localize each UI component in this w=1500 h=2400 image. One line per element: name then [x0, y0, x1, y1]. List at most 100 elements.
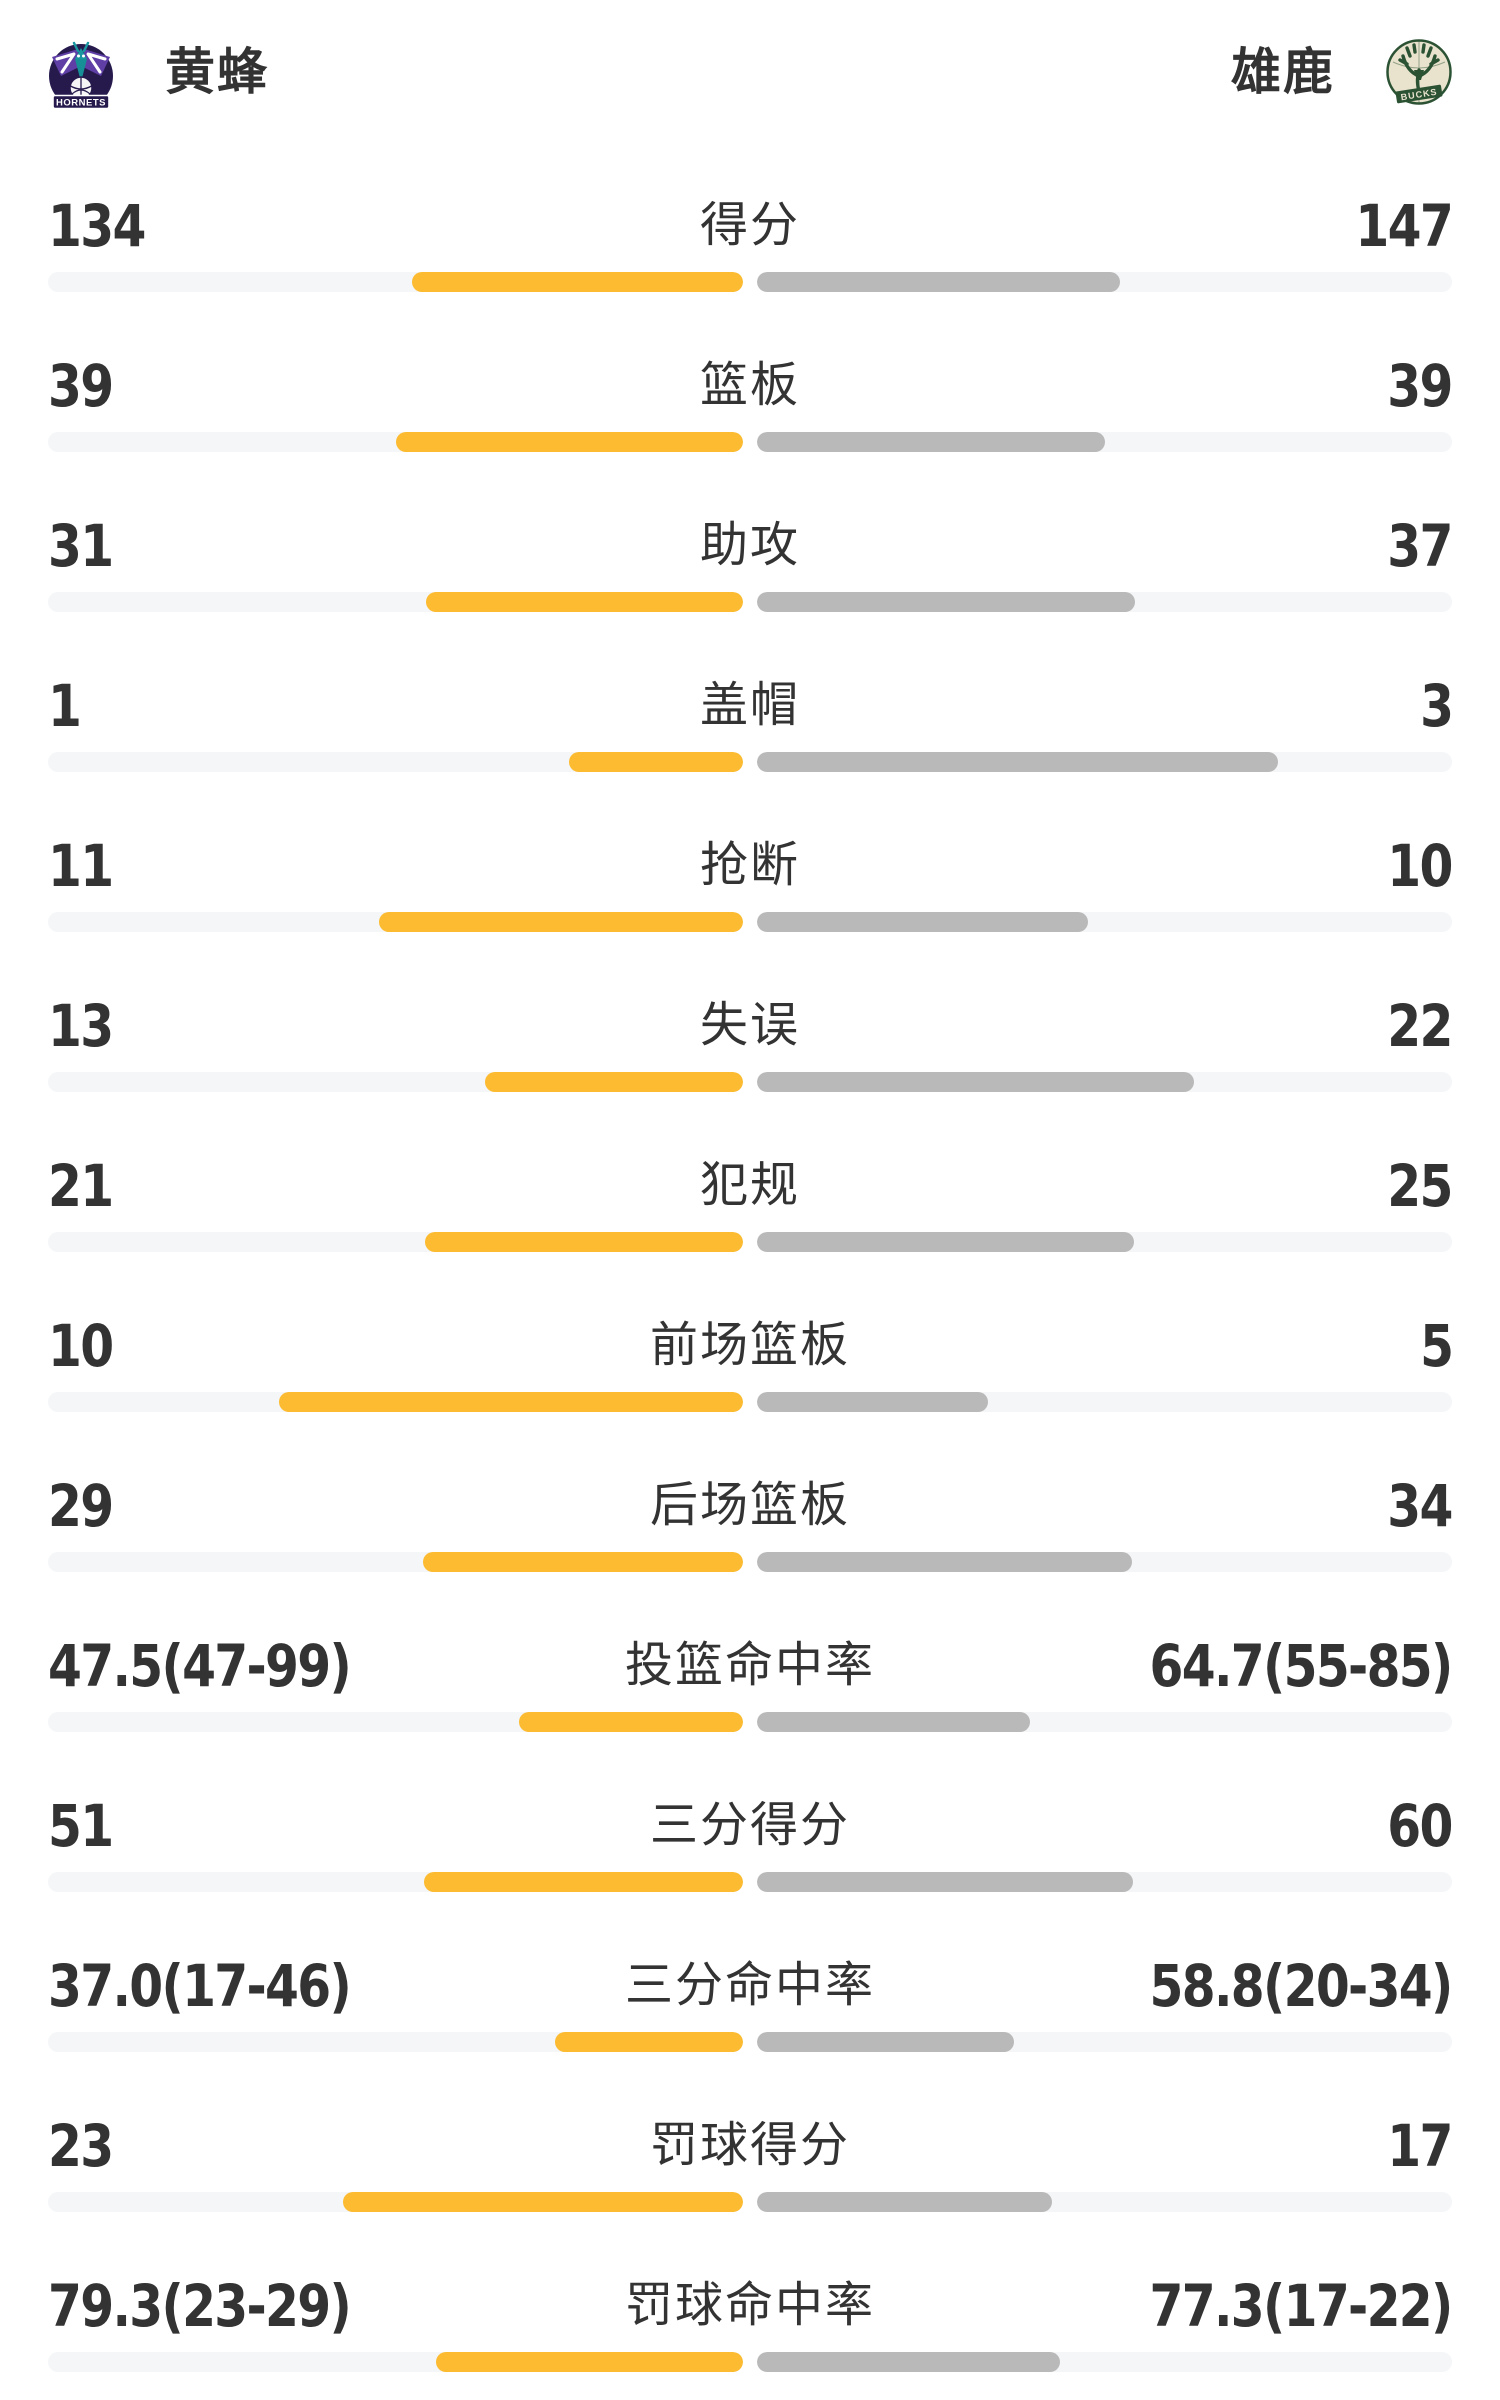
stat-name: 罚球命中率 — [624, 2279, 875, 2332]
left-bar-track — [48, 752, 743, 772]
right-team-value: 60 — [1387, 1792, 1454, 1860]
comparison-bar — [48, 752, 1452, 772]
left-team-value: 10 — [48, 1312, 114, 1380]
comparison-bar — [48, 912, 1452, 932]
stat-row: 79.3(23-29) 罚球命中率 77.3(17-22) — [0, 2226, 1500, 2386]
stat-row: 39 篮板 39 — [0, 306, 1500, 466]
right-team-value: 77.3(17-22) — [1149, 2272, 1454, 2340]
right-bar-track — [757, 1712, 1452, 1732]
stat-values-line: 29 后场篮板 34 — [48, 1472, 1454, 1540]
team-right-name: 雄鹿 — [1231, 44, 1335, 100]
left-team-value: 13 — [48, 992, 114, 1060]
right-team-value: 34 — [1387, 1472, 1454, 1540]
right-bar-track — [757, 432, 1452, 452]
team-left-name: 黄蜂 — [165, 44, 269, 100]
stat-row: 51 三分得分 60 — [0, 1746, 1500, 1906]
comparison-bar — [48, 1232, 1452, 1252]
stat-row: 23 罚球得分 17 — [0, 2066, 1500, 2226]
stat-row: 13 失误 22 — [0, 946, 1500, 1106]
right-bar-fill — [757, 2352, 1061, 2372]
stat-values-line: 39 篮板 39 — [48, 352, 1454, 420]
left-team-value: 31 — [48, 512, 114, 580]
stat-row: 29 后场篮板 34 — [0, 1426, 1500, 1586]
right-bar-fill — [757, 592, 1136, 612]
left-team-value: 23 — [48, 2112, 114, 2180]
left-bar-track — [48, 912, 743, 932]
stat-name: 罚球得分 — [649, 2119, 850, 2172]
stat-values-line: 31 助攻 37 — [48, 512, 1454, 580]
right-team-value: 17 — [1387, 2112, 1454, 2180]
left-bar-fill — [435, 2352, 743, 2372]
right-bar-fill — [757, 432, 1105, 452]
left-bar-fill — [411, 272, 743, 292]
right-bar-fill — [757, 1712, 1031, 1732]
stat-row: 21 犯规 25 — [0, 1106, 1500, 1266]
stat-values-line: 13 失误 22 — [48, 992, 1454, 1060]
right-bar-fill — [757, 1232, 1135, 1252]
stat-name: 前场篮板 — [649, 1319, 850, 1372]
right-bar-fill — [757, 1872, 1133, 1892]
left-bar-fill — [378, 912, 743, 932]
left-team-value: 51 — [48, 1792, 114, 1860]
team-right[interactable]: 雄鹿 — [1231, 36, 1455, 108]
left-bar-track — [48, 432, 743, 452]
right-bar-track — [757, 752, 1452, 772]
right-team-value: 37 — [1387, 512, 1454, 580]
right-bar-fill — [757, 272, 1121, 292]
comparison-bar — [48, 592, 1452, 612]
stat-values-line: 1 盖帽 3 — [48, 672, 1454, 740]
comparison-bar — [48, 1712, 1452, 1732]
stat-values-line: 21 犯规 25 — [48, 1156, 1454, 1216]
right-team-value: 58.8(20-34) — [1149, 1952, 1454, 2020]
stat-values-line: 23 罚球得分 17 — [48, 2112, 1454, 2180]
left-bar-fill — [423, 1552, 743, 1572]
right-bar-fill — [757, 2032, 1015, 2052]
right-team-value: 3 — [1419, 672, 1454, 740]
left-team-value: 39 — [48, 352, 114, 420]
left-team-value: 11 — [48, 832, 114, 900]
comparison-bar — [48, 2032, 1452, 2052]
left-bar-track — [48, 1872, 743, 1892]
stat-values-line: 51 三分得分 60 — [48, 1792, 1454, 1860]
right-team-value: 147 — [1355, 192, 1453, 260]
stats-list: 134 得分 147 39 篮板 39 — [0, 146, 1500, 2386]
right-bar-track — [757, 1552, 1452, 1572]
stat-name: 三分得分 — [649, 1799, 850, 1852]
stat-name: 得分 — [699, 199, 800, 252]
left-bar-track — [48, 1552, 743, 1572]
left-bar-fill — [426, 592, 743, 612]
right-team-value: 22 — [1387, 992, 1454, 1060]
left-bar-fill — [519, 1712, 743, 1732]
right-bar-track — [757, 1392, 1452, 1412]
stat-values-line: 47.5(47-99) 投篮命中率 64.7(55-85) — [48, 1632, 1454, 1700]
stat-row: 134 得分 147 — [0, 146, 1500, 306]
right-bar-track — [757, 592, 1452, 612]
right-bar-fill — [757, 2192, 1053, 2212]
right-bar-fill — [757, 1552, 1133, 1572]
right-bar-track — [757, 272, 1452, 292]
stat-values-line: 79.3(23-29) 罚球命中率 77.3(17-22) — [48, 2272, 1454, 2340]
left-bar-track — [48, 2352, 743, 2372]
stat-name: 投篮命中率 — [624, 1639, 875, 1692]
right-team-value: 39 — [1387, 352, 1454, 420]
left-bar-track — [48, 272, 743, 292]
right-team-value: 64.7(55-85) — [1149, 1632, 1454, 1700]
stat-name: 后场篮板 — [649, 1479, 850, 1532]
right-bar-track — [757, 2352, 1452, 2372]
right-bar-track — [757, 1072, 1452, 1092]
left-bar-fill — [395, 432, 743, 452]
right-bar-track — [757, 1232, 1452, 1252]
comparison-bar — [48, 432, 1452, 452]
stat-values-line: 134 得分 147 — [48, 192, 1454, 260]
stat-name: 犯规 — [699, 1159, 800, 1212]
stat-values-line: 37.0(17-46) 三分命中率 58.8(20-34) — [48, 1952, 1454, 2020]
right-bar-track — [757, 2192, 1452, 2212]
left-bar-track — [48, 592, 743, 612]
left-bar-fill — [279, 1392, 743, 1412]
stat-row: 47.5(47-99) 投篮命中率 64.7(55-85) — [0, 1586, 1500, 1746]
stat-name: 失误 — [699, 999, 800, 1052]
comparison-bar — [48, 1552, 1452, 1572]
right-bar-fill — [757, 1392, 989, 1412]
team-left[interactable]: HORNETS 黄蜂 — [45, 36, 269, 108]
left-bar-track — [48, 1232, 743, 1252]
